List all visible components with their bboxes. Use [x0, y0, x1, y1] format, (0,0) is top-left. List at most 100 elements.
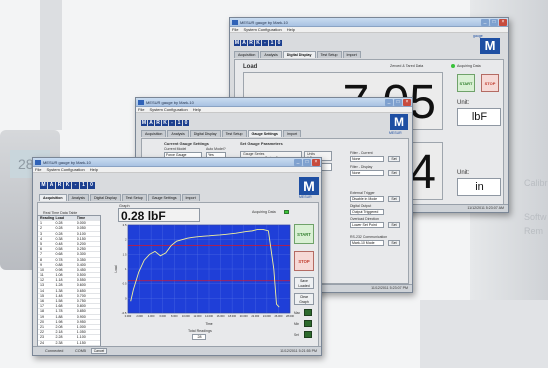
table-row[interactable]: 6 0.58 0.250 — [38, 247, 100, 253]
cell-reading: 5 — [40, 241, 42, 246]
digital-output-select[interactable]: Output Triggered — [350, 209, 384, 215]
tab-acquisition[interactable]: Acquisition — [234, 51, 260, 58]
close-button[interactable]: × — [403, 98, 411, 106]
tab-test-setup[interactable]: Test Setup — [121, 194, 147, 201]
tab-gauge-settings[interactable]: Gauge Settings — [247, 130, 282, 137]
cell-reading: 11 — [40, 273, 44, 278]
tab-gauge-settings[interactable]: Gauge Settings — [147, 194, 181, 201]
background-word-2: Softw — [524, 212, 547, 222]
table-row[interactable]: 14 1.38 0.650 — [38, 289, 100, 294]
table-row[interactable]: 21 2.08 1.000 — [38, 324, 100, 331]
menu-system-configuration[interactable]: System Configuration — [243, 27, 282, 32]
logo-letter: - — [262, 40, 268, 46]
tab-digital-display[interactable]: Digital Display — [189, 130, 221, 137]
travel-value: 4 — [409, 146, 436, 199]
external-trigger-select[interactable]: Disable in Mode — [350, 196, 384, 202]
tab-import[interactable]: Import — [342, 51, 361, 58]
tab-acquisition[interactable]: Acquisition — [141, 130, 167, 137]
tab-digital-display[interactable]: Digital Display — [282, 51, 316, 58]
tab-test-setup[interactable]: Test Setup — [316, 51, 342, 58]
table-row[interactable]: 2 0.28 0.050 — [38, 226, 100, 232]
tab-digital-display[interactable]: Digital Display — [89, 194, 121, 201]
menu-help[interactable]: Help — [89, 167, 98, 172]
start-button[interactable]: START — [457, 74, 475, 92]
overload-direction-select[interactable]: Lower Set Point — [350, 222, 384, 228]
cell-load: 2.08 — [55, 324, 63, 329]
stop-button[interactable]: STOP — [481, 74, 499, 92]
travel-unit-label: Unit: — [457, 170, 470, 176]
start-button[interactable]: START — [294, 224, 314, 244]
max-led — [304, 309, 312, 316]
filter-current-select[interactable]: None — [350, 156, 384, 162]
tab-analysis[interactable]: Analysis — [167, 130, 189, 137]
menubar: File System Configuration Help — [230, 27, 508, 33]
cancel-button[interactable]: Cancel — [91, 348, 107, 354]
led-max-label: Max — [294, 311, 301, 315]
table-row[interactable]: 11 1.08 0.500 — [38, 273, 100, 279]
table-row[interactable]: 24 2.38 1.150 — [38, 341, 100, 346]
tab-import[interactable]: Import — [181, 194, 200, 201]
table-row[interactable]: 3 0.28 0.100 — [38, 232, 100, 237]
cell-time: 0.150 — [76, 236, 86, 241]
table-row[interactable]: 10 0.98 0.450 — [38, 268, 100, 274]
cell-time: 0.550 — [76, 278, 86, 283]
maximize-button[interactable]: □ — [490, 18, 498, 26]
tab-analysis[interactable]: Analysis — [260, 51, 282, 58]
menu-file[interactable]: File — [35, 167, 42, 172]
menu-help[interactable]: Help — [286, 27, 295, 32]
minimize-button[interactable]: _ — [294, 158, 302, 166]
close-button[interactable]: × — [312, 158, 320, 166]
table-row[interactable]: 17 1.68 0.800 — [38, 304, 100, 310]
cell-time: 0.050 — [76, 226, 86, 231]
cell-load: 0.28 — [55, 231, 63, 236]
tab-analysis[interactable]: Analysis — [67, 194, 89, 201]
set-external-trigger-button[interactable]: Set — [388, 196, 400, 202]
cell-reading: 1 — [40, 221, 42, 226]
menu-system-configuration[interactable]: System Configuration — [149, 107, 188, 112]
table-row[interactable]: 23 2.28 1.100 — [38, 335, 100, 341]
table-row[interactable]: 12 1.18 0.550 — [38, 278, 100, 284]
menu-file[interactable]: File — [138, 107, 145, 112]
stop-button[interactable]: STOP — [294, 251, 314, 271]
set-rs232-button[interactable]: Set — [388, 240, 400, 246]
table-row[interactable]: 13 1.28 0.600 — [38, 283, 100, 289]
close-button[interactable]: × — [499, 18, 507, 26]
set-filter-current-button[interactable]: Set — [388, 156, 400, 162]
cell-time: 0.000 — [76, 221, 86, 226]
table-row[interactable]: 19 1.88 0.900 — [38, 315, 100, 320]
set-filter-display-button[interactable]: Set — [388, 170, 400, 176]
tab-acquisition[interactable]: Acquisition — [39, 194, 67, 201]
table-row[interactable]: 8 0.78 0.350 — [38, 258, 100, 263]
set-overload-button[interactable]: Set — [388, 222, 400, 228]
acquiring-led — [284, 210, 289, 214]
maximize-button[interactable]: □ — [394, 98, 402, 106]
table-row[interactable]: 18 1.78 0.850 — [38, 309, 100, 315]
rs232-select[interactable]: Mark-10 Mode — [350, 240, 384, 246]
table-row[interactable]: 7 0.68 0.300 — [38, 252, 100, 258]
minimize-button[interactable]: _ — [481, 18, 489, 26]
menu-help[interactable]: Help — [192, 107, 201, 112]
filter-display-select[interactable]: None — [350, 170, 384, 176]
save-loaded-button[interactable]: Save Loaded — [294, 277, 314, 289]
tab-import[interactable]: Import — [282, 130, 302, 137]
acquiring-status-label: Acquiring Data — [252, 210, 276, 214]
x-tick-label: 12.000 — [193, 314, 201, 318]
table-row[interactable]: 4 0.38 0.150 — [38, 237, 100, 242]
cell-load: 1.38 — [55, 288, 63, 293]
table-row[interactable]: 5 0.48 0.200 — [38, 241, 100, 248]
table-row[interactable]: 16 1.58 0.750 — [38, 299, 100, 305]
table-row[interactable]: 15 1.48 0.700 — [38, 294, 100, 299]
logo-letter: K — [255, 40, 261, 46]
cell-time: 0.350 — [76, 257, 86, 262]
clear-graph-button[interactable]: Clear Graph — [294, 293, 314, 305]
minimize-button[interactable]: _ — [385, 98, 393, 106]
table-row[interactable]: 9 0.88 0.400 — [38, 263, 100, 268]
menu-system-configuration[interactable]: System Configuration — [46, 167, 85, 172]
cell-load: 1.78 — [55, 309, 63, 314]
tab-test-setup[interactable]: Test Setup — [221, 130, 247, 137]
table-row[interactable]: 1 0.28 0.000 — [38, 221, 100, 227]
table-row[interactable]: 22 2.18 1.050 — [38, 330, 100, 336]
menu-file[interactable]: File — [232, 27, 239, 32]
table-row[interactable]: 20 1.98 0.950 — [38, 320, 100, 325]
maximize-button[interactable]: □ — [303, 158, 311, 166]
